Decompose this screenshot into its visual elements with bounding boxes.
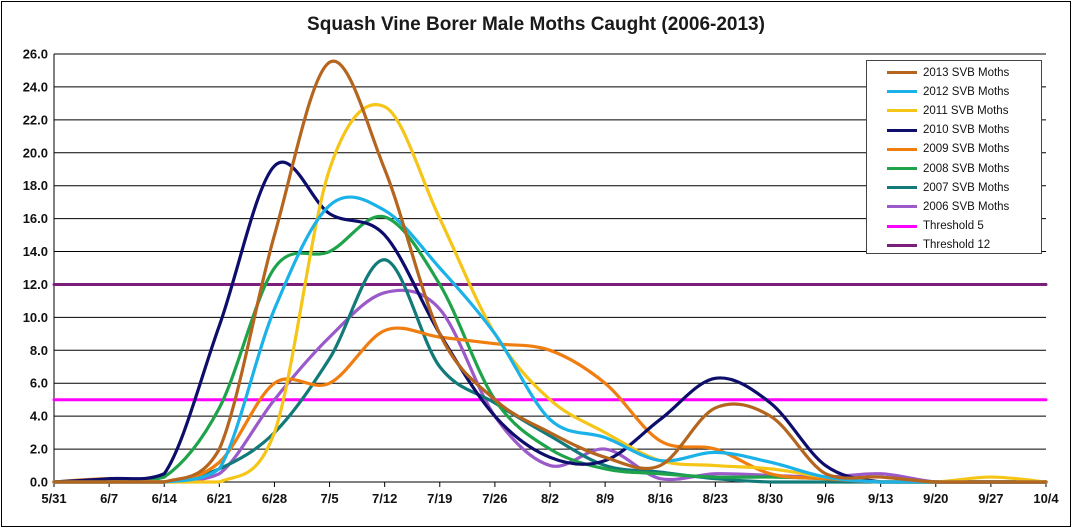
x-tick-label: 8/30 <box>758 491 783 506</box>
legend-item: 2009 SVB Moths <box>867 140 1041 159</box>
y-tick-label: 10.0 <box>23 310 48 325</box>
y-tick-label: 2.0 <box>30 442 48 457</box>
y-axis-ticks: 0.0 2.0 4.0 6.0 8.0 10.0 12.0 14.0 16.0 18.0 20.0 2… <box>23 47 48 490</box>
legend-swatch <box>887 90 917 94</box>
y-tick-label: 22.0 <box>23 112 48 127</box>
legend-swatch <box>887 109 917 113</box>
y-tick-label: 16.0 <box>23 211 48 226</box>
legend-label: 2006 SVB Moths <box>923 200 1010 213</box>
y-tick-label: 4.0 <box>30 409 48 424</box>
x-tick-label: 5/31 <box>41 491 66 506</box>
x-tick-label: 8/9 <box>596 491 614 506</box>
x-tick-label: 9/13 <box>868 491 893 506</box>
legend-swatch <box>887 167 917 171</box>
legend-item: Threshold 12 <box>867 236 1041 255</box>
series-line-2012-svb-moths <box>52 195 1048 484</box>
legend-label: 2007 SVB Moths <box>923 181 1010 194</box>
x-tick-label: 6/7 <box>100 491 118 506</box>
x-tick-label: 6/21 <box>207 491 232 506</box>
x-tick-label: 9/27 <box>978 491 1003 506</box>
legend-item: 2013 SVB Moths <box>867 63 1041 82</box>
x-tick-label: 8/2 <box>541 491 559 506</box>
legend-swatch <box>887 147 917 151</box>
x-tick-label: 10/4 <box>1033 491 1059 506</box>
legend-swatch <box>887 224 917 228</box>
legend-item: 2012 SVB Moths <box>867 82 1041 101</box>
y-tick-label: 8.0 <box>30 343 48 358</box>
legend-label: 2008 SVB Moths <box>923 162 1010 175</box>
legend-label: 2009 SVB Moths <box>923 143 1010 156</box>
x-tick-label: 7/12 <box>372 491 397 506</box>
legend-swatch <box>887 205 917 209</box>
y-tick-label: 20.0 <box>23 145 48 160</box>
x-tick-label: 6/28 <box>262 491 287 506</box>
legend: 2013 SVB Moths 2012 SVB Moths 2011 SVB Mot… <box>866 60 1042 254</box>
series-line-2006-svb-moths <box>52 288 1048 484</box>
x-tick-label: 9/6 <box>817 491 835 506</box>
legend-label: 2013 SVB Moths <box>923 66 1010 79</box>
legend-item: 2010 SVB Moths <box>867 121 1041 140</box>
x-tick-label: 9/20 <box>923 491 948 506</box>
y-tick-label: 12.0 <box>23 277 48 292</box>
legend-item: Threshold 5 <box>867 217 1041 236</box>
chart-title: Squash Vine Borer Male Moths Caught (200… <box>307 14 765 35</box>
x-tick-label: 6/14 <box>152 491 178 506</box>
series-line-2013-svb-moths <box>52 59 1048 484</box>
legend-label: Threshold 12 <box>923 239 991 252</box>
x-tick-label: 7/5 <box>321 491 339 506</box>
legend-swatch <box>887 71 917 75</box>
series-lines <box>52 59 1048 484</box>
y-tick-label: 24.0 <box>23 79 48 94</box>
y-tick-label: 6.0 <box>30 376 48 391</box>
x-tick-label: 8/16 <box>648 491 673 506</box>
legend-label: 2011 SVB Moths <box>923 104 1009 117</box>
x-tick-label: 7/19 <box>427 491 452 506</box>
legend-item: 2008 SVB Moths <box>867 159 1041 178</box>
legend-label: 2010 SVB Moths <box>923 124 1010 137</box>
y-tick-label: 26.0 <box>23 47 48 62</box>
x-tick-label: 8/23 <box>703 491 728 506</box>
legend-label: 2012 SVB Moths <box>923 85 1010 98</box>
legend-item: 2006 SVB Moths <box>867 197 1041 216</box>
x-axis-ticks: 5/31 6/7 6/14 6/21 6/28 7/5 7/12 7/19 7/26 8/2 8/9… <box>41 482 1059 506</box>
legend-item: 2007 SVB Moths <box>867 178 1041 197</box>
x-tick-label: 7/26 <box>482 491 507 506</box>
legend-swatch <box>887 128 917 132</box>
legend-item: 2011 SVB Moths <box>867 101 1041 120</box>
y-tick-label: 0.0 <box>30 475 48 490</box>
legend-swatch <box>887 243 917 247</box>
y-tick-label: 18.0 <box>23 178 48 193</box>
y-tick-label: 14.0 <box>23 244 48 259</box>
legend-swatch <box>887 186 917 190</box>
legend-label: Threshold 5 <box>923 220 984 233</box>
